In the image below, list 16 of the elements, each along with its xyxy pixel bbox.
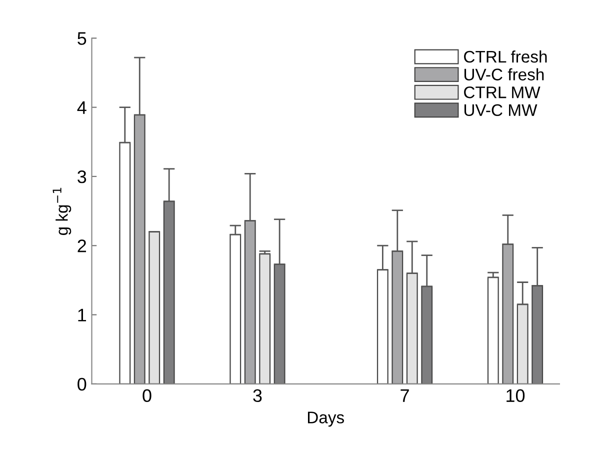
y-tick-label: 3 bbox=[78, 170, 86, 184]
legend-label: UV-C fresh bbox=[464, 68, 544, 80]
y-tick-label: 4 bbox=[77, 101, 86, 114]
legend-label: CTRL fresh bbox=[464, 50, 547, 63]
y-axis-title: g kg$^{−1}$ bbox=[52, 188, 72, 235]
x-tick-label: 7 bbox=[400, 389, 409, 402]
x-tick-label: 10 bbox=[506, 389, 525, 402]
legend-label: CTRL MW bbox=[464, 86, 540, 98]
x-tick-label: 3 bbox=[253, 389, 262, 402]
y-tick-label: 2 bbox=[78, 240, 86, 252]
y-tick-label: 5 bbox=[78, 32, 86, 45]
x-axis-title: Days bbox=[308, 412, 344, 427]
x-tick-label: 0 bbox=[142, 389, 152, 402]
y-tick-label: 0 bbox=[78, 378, 86, 391]
y-tick-label: 1 bbox=[78, 308, 86, 322]
legend-label: UV-C MW bbox=[464, 104, 538, 116]
